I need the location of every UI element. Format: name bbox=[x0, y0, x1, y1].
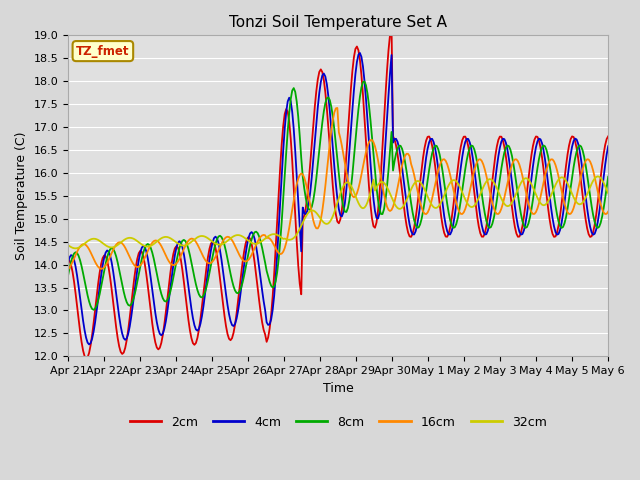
Line: 4cm: 4cm bbox=[68, 53, 608, 345]
32cm bbox=[72, 245, 79, 251]
2cm bbox=[132, 264, 140, 270]
2cm bbox=[83, 356, 90, 361]
8cm bbox=[132, 287, 140, 293]
32cm bbox=[244, 238, 252, 244]
8cm bbox=[302, 195, 310, 201]
X-axis label: Time: Time bbox=[323, 382, 353, 395]
4cm bbox=[254, 253, 262, 259]
4cm bbox=[302, 211, 310, 217]
32cm bbox=[594, 173, 602, 179]
4cm bbox=[85, 342, 93, 348]
32cm bbox=[64, 242, 72, 248]
Line: 32cm: 32cm bbox=[68, 176, 608, 248]
4cm bbox=[227, 318, 234, 324]
4cm bbox=[132, 279, 140, 285]
4cm bbox=[244, 235, 252, 240]
16cm bbox=[64, 266, 72, 272]
2cm bbox=[604, 133, 612, 139]
32cm bbox=[302, 214, 310, 219]
2cm bbox=[64, 257, 72, 263]
16cm bbox=[300, 175, 308, 180]
4cm bbox=[604, 144, 612, 149]
8cm bbox=[604, 174, 612, 180]
4cm bbox=[356, 50, 364, 56]
2cm bbox=[227, 337, 234, 343]
8cm bbox=[244, 250, 252, 255]
Line: 16cm: 16cm bbox=[68, 108, 608, 269]
Line: 8cm: 8cm bbox=[68, 82, 608, 310]
Line: 2cm: 2cm bbox=[68, 26, 608, 359]
16cm bbox=[576, 180, 584, 185]
4cm bbox=[64, 260, 72, 265]
8cm bbox=[227, 271, 234, 276]
16cm bbox=[131, 262, 138, 268]
32cm bbox=[576, 202, 584, 207]
8cm bbox=[577, 144, 585, 149]
32cm bbox=[132, 237, 140, 243]
2cm bbox=[254, 285, 262, 290]
8cm bbox=[90, 307, 97, 312]
4cm bbox=[577, 157, 585, 163]
16cm bbox=[225, 234, 233, 240]
16cm bbox=[604, 209, 612, 215]
Title: Tonzi Soil Temperature Set A: Tonzi Soil Temperature Set A bbox=[229, 15, 447, 30]
8cm bbox=[254, 230, 262, 236]
2cm bbox=[388, 23, 396, 29]
8cm bbox=[64, 273, 72, 279]
16cm bbox=[252, 242, 260, 248]
32cm bbox=[227, 236, 234, 241]
2cm bbox=[244, 234, 252, 240]
2cm bbox=[302, 205, 310, 211]
32cm bbox=[604, 190, 612, 196]
16cm bbox=[243, 258, 251, 264]
Text: TZ_fmet: TZ_fmet bbox=[76, 45, 130, 58]
2cm bbox=[577, 180, 585, 185]
Legend: 2cm, 4cm, 8cm, 16cm, 32cm: 2cm, 4cm, 8cm, 16cm, 32cm bbox=[125, 411, 552, 434]
Y-axis label: Soil Temperature (C): Soil Temperature (C) bbox=[15, 132, 28, 260]
32cm bbox=[254, 240, 262, 246]
16cm bbox=[333, 105, 341, 111]
8cm bbox=[360, 79, 368, 84]
